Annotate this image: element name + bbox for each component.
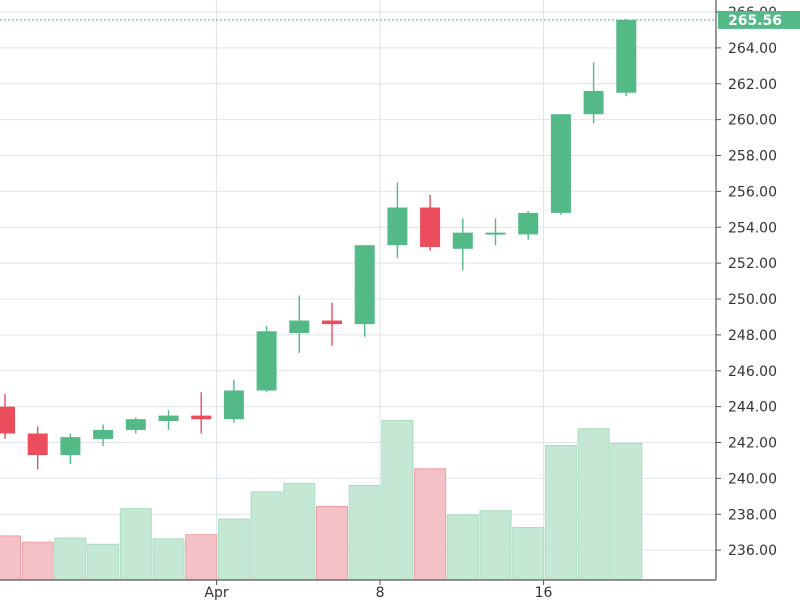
last-price-label: 265.56 <box>728 13 782 29</box>
volume-bar-down <box>0 535 21 581</box>
volume-bar-up <box>283 482 316 581</box>
candle-body-up <box>93 429 114 439</box>
volume-bar-up <box>87 543 120 581</box>
y-tick-label: 264.00 <box>728 41 777 57</box>
volume-bar-down <box>185 534 218 581</box>
volume-bar-up <box>512 527 545 581</box>
candle-body-up <box>256 331 277 391</box>
volume-bar-up <box>610 443 643 581</box>
candles <box>0 19 637 470</box>
last-price-marker: 265.56 <box>0 10 800 29</box>
volume-bar-up <box>446 514 479 581</box>
candle-body-up <box>158 415 179 421</box>
volume-bar-up <box>544 445 577 581</box>
y-tick-label: 254.00 <box>728 220 777 236</box>
volume-bar-up <box>250 491 283 581</box>
candle-body-up <box>583 90 604 115</box>
volume-bar-down <box>21 541 54 581</box>
candle-body-down <box>27 433 48 456</box>
last-price-badge <box>718 10 800 29</box>
volume-bar-up <box>54 537 87 581</box>
y-tick-label: 262.00 <box>728 77 777 93</box>
y-tick-label: 252.00 <box>728 256 777 272</box>
x-tick-label: Apr <box>204 585 228 600</box>
candle-body-up <box>452 232 473 249</box>
y-tick-label: 258.00 <box>728 149 777 165</box>
candle-body-up <box>616 19 637 93</box>
y-tick-label: 236.00 <box>728 543 777 559</box>
volume-bars <box>0 419 643 581</box>
candle-body-down <box>322 320 342 325</box>
candle-body-down <box>191 415 212 420</box>
candle-body-up <box>289 320 310 334</box>
volume-bar-up <box>479 510 512 581</box>
candle-body-down <box>0 406 15 434</box>
candle-body-up <box>354 245 375 325</box>
y-tick-label: 244.00 <box>728 400 777 416</box>
y-tick-label: 246.00 <box>728 364 777 380</box>
candle-body-up <box>223 390 244 420</box>
y-tick-label: 250.00 <box>728 292 777 308</box>
y-tick-label: 242.00 <box>728 436 777 452</box>
volume-bar-up <box>217 518 250 581</box>
y-tick-label: 248.00 <box>728 328 777 344</box>
candle-body-up <box>550 114 571 213</box>
price-axis: 236.00 238.00 240.00 242.00 244.00 246.00 248.… <box>715 0 777 580</box>
candle-body-up <box>387 207 408 246</box>
candle-body-up <box>485 232 506 235</box>
y-tick-label: 238.00 <box>728 507 777 523</box>
x-tick-label: 16 <box>535 585 553 600</box>
grid-lines <box>0 0 716 580</box>
x-tick-label: 8 <box>376 585 385 600</box>
volume-bar-up <box>381 419 414 581</box>
volume-bar-down <box>414 468 447 581</box>
y-tick-label: 260.00 <box>728 113 777 129</box>
volume-bar-up <box>577 428 610 581</box>
y-tick-label: 240.00 <box>728 471 777 487</box>
y-tick-label: 256.00 <box>728 184 777 200</box>
candle-body-up <box>518 212 539 235</box>
candle-body-up <box>125 419 146 430</box>
time-axis: Apr 8 16 <box>0 579 716 600</box>
volume-bar-up <box>348 485 381 581</box>
volume-bar-up <box>152 538 185 581</box>
candle-body-down <box>420 207 441 247</box>
volume-bar-down <box>316 506 348 581</box>
volume-bar-up <box>119 508 152 581</box>
candle-body-up <box>60 437 81 456</box>
